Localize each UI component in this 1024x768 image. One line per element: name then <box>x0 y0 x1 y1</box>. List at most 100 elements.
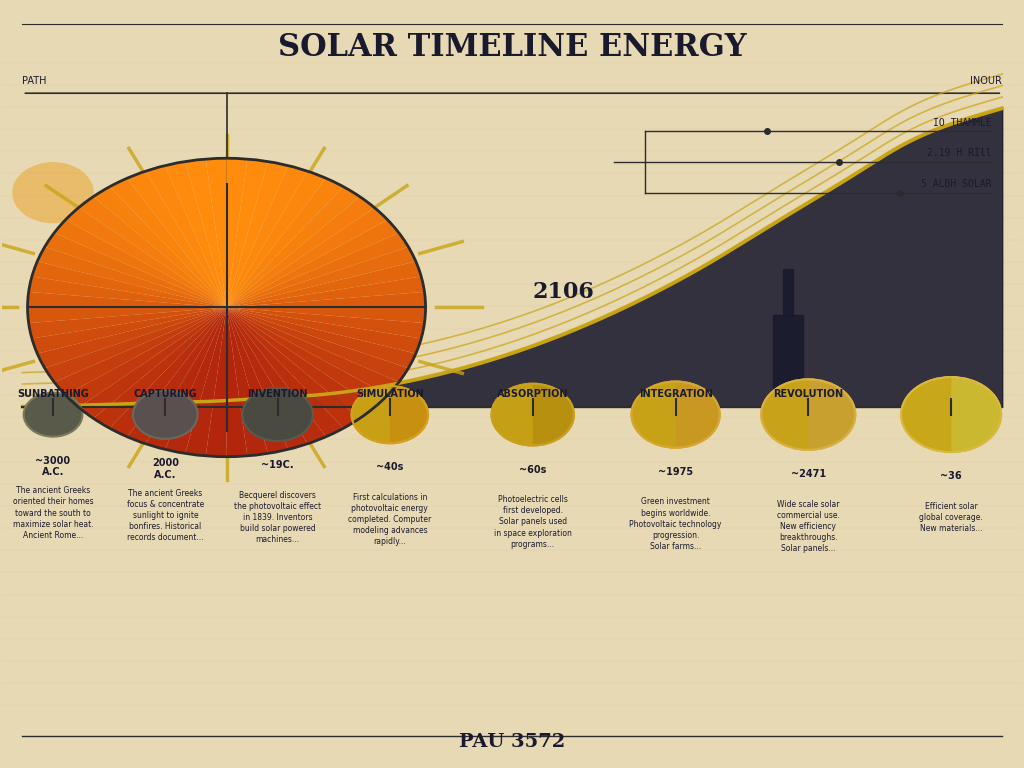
Wedge shape <box>79 197 226 307</box>
Wedge shape <box>127 307 226 444</box>
Text: Photoelectric cells
first developed.
Solar panels used
in space exploration
prog: Photoelectric cells first developed. Sol… <box>494 495 571 548</box>
Text: PAU 3572: PAU 3572 <box>459 733 565 751</box>
Text: IO THAMMLE: IO THAMMLE <box>933 118 992 127</box>
Text: ~40s: ~40s <box>376 462 403 472</box>
Wedge shape <box>66 207 226 307</box>
Wedge shape <box>110 307 226 437</box>
Text: 5 ALBH SOLAR: 5 ALBH SOLAR <box>922 179 992 189</box>
Circle shape <box>24 392 83 437</box>
Wedge shape <box>32 261 226 307</box>
Circle shape <box>492 384 573 445</box>
Text: 2106: 2106 <box>532 281 594 303</box>
Wedge shape <box>226 171 326 307</box>
Text: The ancient Greeks
oriented their homes
toward the south to
maximize solar heat.: The ancient Greeks oriented their homes … <box>12 486 93 540</box>
Wedge shape <box>226 207 387 307</box>
Wedge shape <box>226 197 375 307</box>
Wedge shape <box>45 307 226 382</box>
Wedge shape <box>226 161 288 307</box>
Wedge shape <box>761 379 808 450</box>
Circle shape <box>243 388 313 441</box>
Wedge shape <box>165 307 226 453</box>
Text: ~1975: ~1975 <box>658 467 693 477</box>
Wedge shape <box>901 377 951 452</box>
Wedge shape <box>29 307 226 339</box>
Circle shape <box>133 390 198 439</box>
Text: 2000
A.C.: 2000 A.C. <box>152 458 179 479</box>
Wedge shape <box>165 161 226 307</box>
Wedge shape <box>226 307 248 457</box>
Wedge shape <box>54 220 226 307</box>
Wedge shape <box>226 166 307 307</box>
Wedge shape <box>226 307 421 353</box>
Wedge shape <box>226 187 359 307</box>
Text: Becquerel discovers
the photovoltaic effect
in 1839. Inventors
build solar power: Becquerel discovers the photovoltaic eff… <box>234 491 322 545</box>
Text: ~2471: ~2471 <box>791 469 825 479</box>
Text: INOUR: INOUR <box>971 75 1002 85</box>
Wedge shape <box>145 166 226 307</box>
Wedge shape <box>226 307 387 407</box>
Text: Efficient solar
global coverage.
New materials...: Efficient solar global coverage. New mat… <box>920 502 983 533</box>
Wedge shape <box>93 307 226 429</box>
Text: ABSORPTION: ABSORPTION <box>497 389 568 399</box>
Wedge shape <box>28 292 226 307</box>
Wedge shape <box>492 384 532 445</box>
Wedge shape <box>45 233 226 307</box>
Text: REVOLUTION: REVOLUTION <box>773 389 844 399</box>
Wedge shape <box>54 307 226 396</box>
Text: SUNBATHING: SUNBATHING <box>17 389 89 399</box>
Circle shape <box>761 379 855 450</box>
Wedge shape <box>226 307 326 444</box>
Wedge shape <box>37 247 226 307</box>
Text: PATH: PATH <box>23 75 47 85</box>
Text: INTEGRATION: INTEGRATION <box>639 389 713 399</box>
Wedge shape <box>37 307 226 368</box>
Wedge shape <box>185 159 226 307</box>
Wedge shape <box>93 187 226 307</box>
Wedge shape <box>226 307 426 323</box>
Wedge shape <box>226 307 343 437</box>
Wedge shape <box>127 171 226 307</box>
Wedge shape <box>206 158 226 307</box>
Wedge shape <box>28 307 226 323</box>
Wedge shape <box>226 158 248 307</box>
Wedge shape <box>226 261 421 307</box>
Circle shape <box>901 377 1001 452</box>
Text: ~3000
A.C.: ~3000 A.C. <box>36 455 71 478</box>
Text: SOLAR TIMELINE ENERGY: SOLAR TIMELINE ENERGY <box>278 32 746 63</box>
Wedge shape <box>66 307 226 407</box>
Text: ~60s: ~60s <box>519 465 547 475</box>
Text: CAPTURING: CAPTURING <box>133 389 198 399</box>
Text: ~19C.: ~19C. <box>261 460 294 470</box>
Text: Wide scale solar
commercial use.
New efficiency
breakthroughs.
Solar panels...: Wide scale solar commercial use. New eff… <box>777 500 840 553</box>
Wedge shape <box>226 307 359 429</box>
Text: ~36: ~36 <box>940 472 962 482</box>
Wedge shape <box>79 307 226 419</box>
Wedge shape <box>32 307 226 353</box>
Wedge shape <box>226 307 288 453</box>
Wedge shape <box>226 178 343 307</box>
Wedge shape <box>351 386 390 443</box>
Text: SIMULATION: SIMULATION <box>356 389 424 399</box>
Wedge shape <box>145 307 226 449</box>
Text: INVENTION: INVENTION <box>248 389 308 399</box>
Wedge shape <box>226 307 416 368</box>
Text: Green investment
begins worldwide.
Photovoltaic technology
progression.
Solar fa: Green investment begins worldwide. Photo… <box>630 498 722 551</box>
Wedge shape <box>226 307 375 419</box>
Wedge shape <box>185 307 226 456</box>
Wedge shape <box>226 276 425 307</box>
Wedge shape <box>110 178 226 307</box>
Wedge shape <box>226 307 268 456</box>
Wedge shape <box>226 307 409 382</box>
Text: 2.19 H RIll: 2.19 H RIll <box>928 148 992 158</box>
Wedge shape <box>226 220 399 307</box>
Wedge shape <box>29 276 226 307</box>
Wedge shape <box>226 233 409 307</box>
Circle shape <box>12 162 94 223</box>
Wedge shape <box>206 307 226 457</box>
Wedge shape <box>632 382 676 448</box>
Wedge shape <box>226 307 307 449</box>
Wedge shape <box>226 307 425 339</box>
Text: The ancient Greeks
focus & concentrate
sunlight to ignite
bonfires. Historical
r: The ancient Greeks focus & concentrate s… <box>127 488 204 542</box>
Circle shape <box>351 386 428 443</box>
Wedge shape <box>226 307 399 396</box>
